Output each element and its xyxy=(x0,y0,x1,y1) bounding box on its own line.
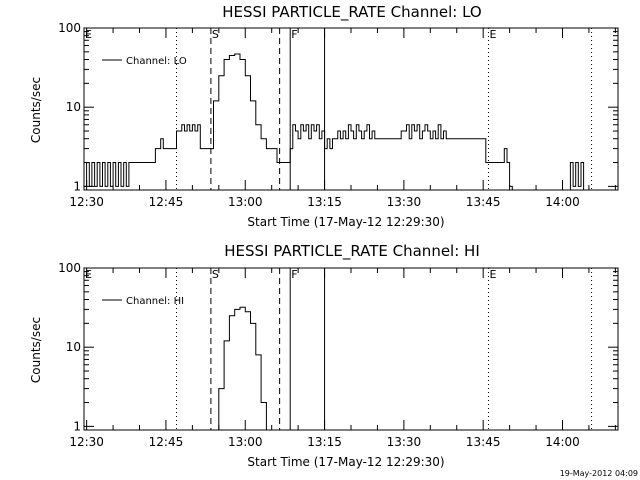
x-tick-label: 13:45 xyxy=(466,195,501,209)
event-marker-label: F xyxy=(291,268,297,281)
chart-title: HESSI PARTICLE_RATE Channel: HI xyxy=(224,242,480,261)
plot-area: 1 10 100 12:30 12:45 13:00 13:15 13:30 13:45 14:0… xyxy=(58,261,619,449)
plot-timestamp: 19-May-2012 04:09 xyxy=(560,469,638,478)
legend-label: Channel: LO xyxy=(126,56,187,67)
event-marker-label: E xyxy=(85,268,92,281)
x-tick-label: 12:45 xyxy=(149,435,184,449)
y-tick-label: 10 xyxy=(66,100,81,114)
y-tick-label: 10 xyxy=(66,340,81,354)
x-tick-label: 13:45 xyxy=(466,435,501,449)
x-axis-label: Start Time (17-May-12 12:29:30) xyxy=(247,455,444,469)
x-tick-label: 12:30 xyxy=(69,435,104,449)
x-tick-label: 13:15 xyxy=(307,435,342,449)
x-tick-label: 14:00 xyxy=(545,435,580,449)
event-marker-label: E xyxy=(489,28,496,41)
x-tick-label: 13:00 xyxy=(228,435,263,449)
event-marker-label: S xyxy=(212,28,219,41)
legend-label: Channel: HI xyxy=(126,296,184,307)
channel-lo-panel: HESSI PARTICLE_RATE Channel: LO Start Ti… xyxy=(29,3,619,229)
x-tick-label: 12:30 xyxy=(69,195,104,209)
x-tick-label: 13:15 xyxy=(307,195,342,209)
channel-hi-panel: HESSI PARTICLE_RATE Channel: HI Start Ti… xyxy=(29,242,619,469)
y-tick-label: 100 xyxy=(58,21,81,35)
x-tick-label: 14:00 xyxy=(545,195,580,209)
y-tick-label: 1 xyxy=(73,419,81,433)
series-line xyxy=(213,306,267,430)
plot-frame xyxy=(83,267,619,431)
y-axis-label: Counts/sec xyxy=(29,77,43,143)
x-tick-label: 13:00 xyxy=(228,195,263,209)
event-marker-label: F xyxy=(291,28,297,41)
series-line xyxy=(567,162,585,190)
chart-title: HESSI PARTICLE_RATE Channel: LO xyxy=(222,3,481,22)
event-marker-label: E xyxy=(489,268,496,281)
y-axis-label: Counts/sec xyxy=(29,317,43,383)
x-tick-label: 12:45 xyxy=(149,195,184,209)
series-line xyxy=(84,53,515,190)
event-marker-label: E xyxy=(85,28,92,41)
y-tick-label: 1 xyxy=(73,179,81,193)
plot-frame xyxy=(83,27,619,191)
x-tick-label: 13:30 xyxy=(387,435,422,449)
x-tick-label: 13:30 xyxy=(387,195,422,209)
event-marker-label: S xyxy=(212,268,219,281)
x-axis-label: Start Time (17-May-12 12:29:30) xyxy=(247,215,444,229)
y-tick-label: 100 xyxy=(58,261,81,275)
plot-area: 1 10 100 12:30 12:45 13:00 13:15 13:30 13:45 14:0… xyxy=(58,21,619,209)
